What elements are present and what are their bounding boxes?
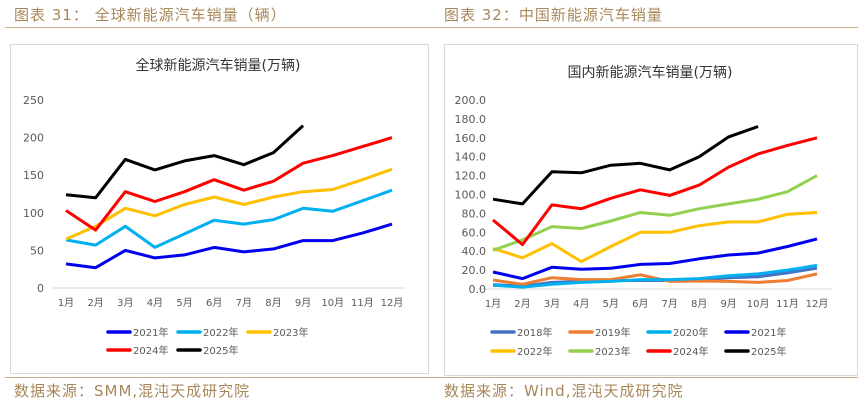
x-tick-label: 6月 [206, 297, 222, 309]
x-tick-label: 4月 [147, 297, 163, 309]
series-line-2022年 [492, 211, 818, 264]
chart-title: 国内新能源汽车销量(万辆) [568, 64, 733, 81]
legend-label: 2025年 [751, 345, 786, 358]
x-tick-label: 7月 [236, 297, 252, 309]
china-chart-source: 数据来源：Wind,混沌天成研究院 [444, 382, 684, 400]
legend-label: 2022年 [203, 326, 238, 339]
y-tick-label: 120.0 [455, 170, 487, 183]
legend-label: 2021年 [751, 326, 786, 339]
series-line-2023年 [492, 174, 818, 252]
legend-label: 2025年 [203, 344, 238, 357]
header-divider [5, 27, 858, 28]
y-tick-label: 100.0 [455, 189, 487, 202]
y-tick-label: 150 [23, 169, 44, 182]
y-tick-label: 0 [37, 282, 44, 295]
x-tick-label: 8月 [265, 297, 281, 309]
y-tick-label: 160.0 [455, 132, 487, 145]
global-chart-panel [10, 44, 429, 374]
x-tick-label: 12月 [381, 297, 404, 309]
y-tick-label: 50 [30, 244, 44, 257]
x-tick-label: 8月 [691, 298, 707, 310]
y-tick-label: 100 [23, 207, 44, 220]
series-line-2025年 [492, 125, 759, 206]
figure-32-caption: 图表 32：中国新能源汽车销量 [444, 6, 663, 24]
series-line-2023年 [65, 167, 393, 241]
footer-divider [5, 377, 858, 378]
y-tick-label: 250 [23, 94, 44, 107]
x-tick-label: 9月 [720, 298, 736, 310]
legend-label: 2024年 [673, 345, 708, 358]
x-tick-label: 12月 [806, 298, 829, 310]
legend-label: 2018年 [517, 326, 552, 339]
series-line-2025年 [65, 124, 305, 200]
x-tick-label: 1月 [485, 298, 501, 310]
china-chart-panel [444, 44, 858, 376]
y-tick-label: 180.0 [455, 113, 487, 126]
y-tick-label: 60.0 [462, 226, 487, 239]
series-line-2022年 [65, 188, 393, 249]
y-tick-label: 40.0 [462, 245, 487, 258]
legend-label: 2019年 [595, 326, 630, 339]
x-tick-label: 5月 [603, 298, 619, 310]
series-line-2020年 [492, 263, 818, 289]
legend-label: 2023年 [273, 326, 308, 339]
series-line-2021年 [492, 237, 818, 281]
x-tick-label: 10月 [321, 297, 344, 309]
series-line-2021年 [65, 222, 393, 270]
x-tick-label: 2月 [514, 298, 530, 310]
series-line-2019年 [492, 272, 818, 286]
x-tick-label: 7月 [662, 298, 678, 310]
x-tick-label: 2月 [87, 297, 103, 309]
legend-label: 2022年 [517, 345, 552, 358]
figure-31-caption: 图表 31： 全球新能源汽车销量（辆） [14, 6, 287, 24]
x-tick-label: 9月 [295, 297, 311, 309]
x-tick-label: 10月 [747, 298, 770, 310]
series-line-2024年 [492, 136, 818, 247]
x-tick-label: 4月 [573, 298, 589, 310]
y-tick-label: 140.0 [455, 151, 487, 164]
legend-label: 2023年 [595, 345, 630, 358]
x-tick-label: 11月 [776, 298, 799, 310]
series-line-2024年 [65, 136, 393, 232]
x-tick-label: 5月 [176, 297, 192, 309]
y-tick-label: 200.0 [455, 94, 487, 107]
y-tick-label: 20.0 [462, 264, 487, 277]
x-tick-label: 6月 [632, 298, 648, 310]
legend-label: 2020年 [673, 326, 708, 339]
x-tick-label: 3月 [117, 297, 133, 309]
y-tick-label: 0.0 [469, 283, 487, 296]
legend-label: 2021年 [133, 326, 168, 339]
y-tick-label: 200 [23, 132, 44, 145]
chart-title: 全球新能源汽车销量(万辆) [136, 57, 301, 74]
x-tick-label: 1月 [58, 297, 74, 309]
x-tick-label: 3月 [544, 298, 560, 310]
legend-label: 2024年 [133, 344, 168, 357]
y-tick-label: 80.0 [462, 207, 487, 220]
x-tick-label: 11月 [351, 297, 374, 309]
global-chart-source: 数据来源：SMM,混沌天成研究院 [14, 382, 251, 400]
